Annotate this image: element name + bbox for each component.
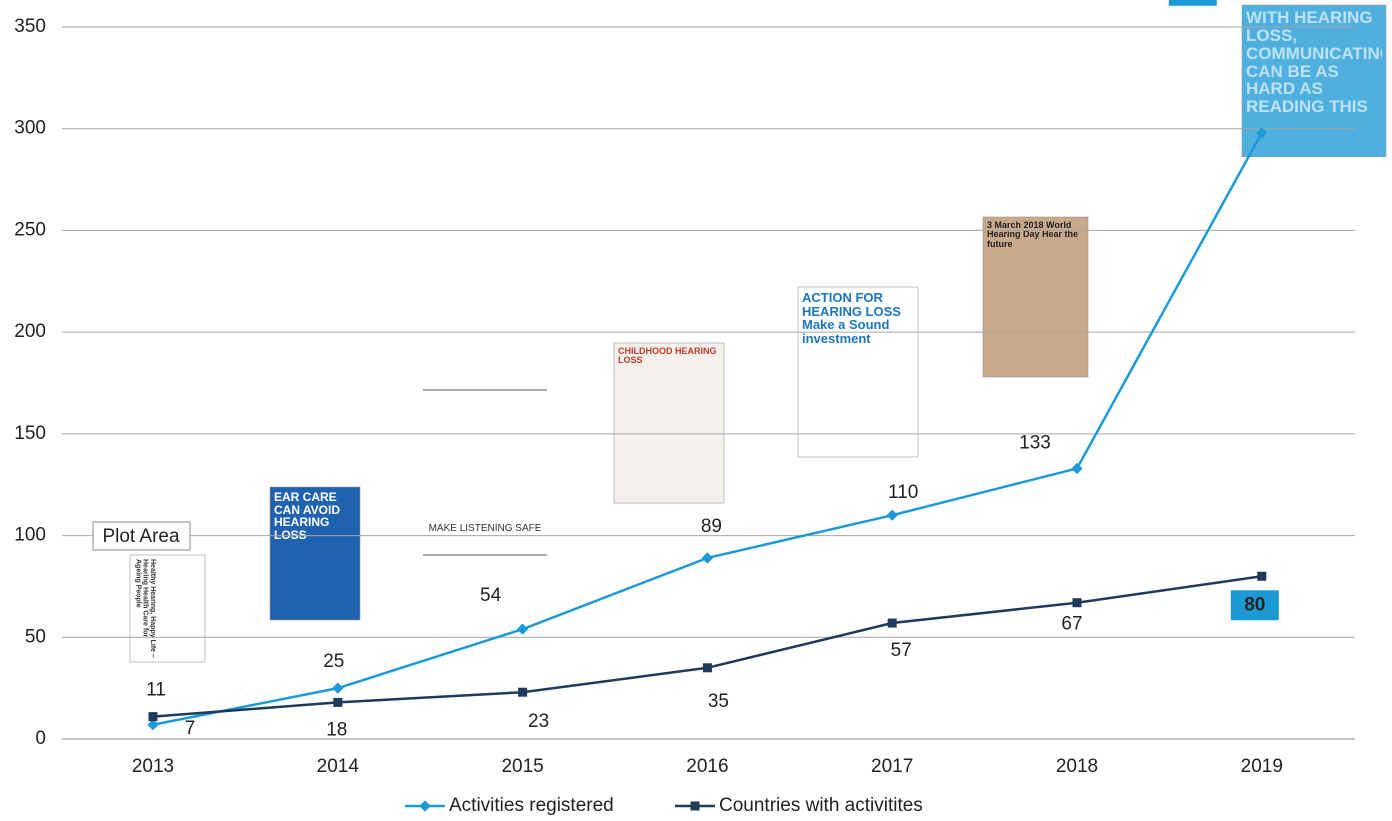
marker — [516, 623, 529, 635]
marker — [332, 682, 344, 694]
value-label-box — [1230, 590, 1279, 621]
marker — [1071, 462, 1083, 475]
marker — [518, 687, 528, 697]
value-label: 25 — [323, 651, 344, 672]
legend-marker — [690, 801, 700, 811]
value-label-box — [1168, 0, 1217, 6]
value-label: 67 — [1061, 614, 1082, 635]
poster — [797, 286, 919, 458]
marker — [701, 552, 714, 564]
annotation-box — [92, 521, 191, 551]
marker — [148, 712, 158, 722]
y-tick-label: 50 — [25, 626, 46, 647]
y-tick-label: 300 — [14, 118, 46, 139]
marker — [1257, 571, 1267, 581]
y-tick-label: 100 — [14, 525, 46, 546]
value-label: 57 — [891, 640, 912, 661]
marker — [1256, 127, 1268, 139]
x-tick-label: 2019 — [1241, 756, 1283, 777]
value-label: 35 — [708, 691, 729, 712]
y-tick-label: 350 — [14, 16, 46, 37]
x-tick-label: 2013 — [132, 756, 174, 777]
marker — [702, 663, 712, 673]
value-label: 11 — [146, 680, 166, 701]
value-label: 110 — [888, 482, 918, 503]
value-label: 133 — [1019, 432, 1051, 453]
poster-text: WITH HEARING LOSS, COMMUNICATING CAN BE … — [1246, 9, 1382, 117]
poster — [982, 216, 1089, 378]
value-label: 54 — [480, 585, 502, 606]
poster-text: Healthy Hearing, Happy Life – Hearing He… — [134, 559, 157, 658]
value-label: 298 — [1177, 0, 1209, 1]
poster-text-box: Healthy Hearing, Happy Life – Hearing He… — [134, 559, 157, 658]
marker — [887, 618, 897, 628]
x-tick-label: 2017 — [871, 756, 913, 777]
legend-label: Countries with activitites — [719, 795, 923, 816]
marker — [886, 509, 898, 521]
axes: 0 50 100 150 200 250 300 350 2013 2014 2015 2016 201… — [14, 16, 1355, 777]
y-tick-label: 200 — [14, 321, 46, 342]
poster-text-box: 3 March 2018 World Hearing Day Hear the … — [987, 221, 1079, 249]
lines — [147, 127, 1268, 731]
marker — [1072, 598, 1082, 608]
poster-text-box: EAR CARE CAN AVOID HEARING LOSS — [274, 491, 340, 542]
poster-text: 3 March 2018 World Hearing Day Hear the … — [987, 221, 1079, 249]
value-label: 18 — [326, 719, 347, 740]
poster — [129, 554, 206, 663]
poster-text: MAKE LISTENING SAFE — [428, 524, 542, 534]
poster-text: EAR CARE CAN AVOID HEARING LOSS — [274, 491, 340, 542]
poster-text-box: WITH HEARING LOSS, COMMUNICATING CAN BE … — [1246, 9, 1382, 117]
poster-footer — [1242, 157, 1386, 225]
poster-text-box: ACTION FOR HEARING LOSS Make a Sound inv… — [802, 291, 901, 346]
legend-label: Activities registered — [449, 795, 614, 816]
x-tick-label: 2015 — [501, 756, 543, 777]
poster — [423, 390, 547, 555]
poster-text: ACTION FOR HEARING LOSS Make a Sound inv… — [802, 291, 901, 346]
x-tick-label: 2014 — [317, 756, 360, 777]
value-label: 7 — [185, 718, 196, 739]
poster-text: CHILDHOOD HEARING LOSS — [618, 347, 717, 366]
poster — [613, 342, 725, 504]
y-tick-label: 150 — [14, 423, 46, 444]
value-label: 89 — [701, 516, 722, 537]
poster-text-box: MAKE LISTENING SAFE — [428, 524, 542, 534]
x-tick-label: 2016 — [686, 756, 728, 777]
value-label: 23 — [528, 711, 549, 732]
y-tick-label: 250 — [14, 219, 46, 240]
x-tick-label: 2018 — [1056, 756, 1098, 777]
labels: Plot Area 7 25 54 89 110 133 298 11 18 23 35 57 67 80 A… — [92, 0, 1279, 816]
poster — [269, 486, 361, 621]
annotation: Plot Area — [102, 526, 180, 547]
value-label: 80 — [1244, 594, 1265, 615]
marker — [333, 697, 343, 707]
y-tick-label: 0 — [35, 728, 46, 749]
legend-marker — [419, 800, 431, 812]
poster-text-box: CHILDHOOD HEARING LOSS — [618, 347, 717, 366]
marker — [147, 719, 159, 731]
posters: Healthy Hearing, Happy Life – Hearing He… — [129, 4, 1387, 663]
